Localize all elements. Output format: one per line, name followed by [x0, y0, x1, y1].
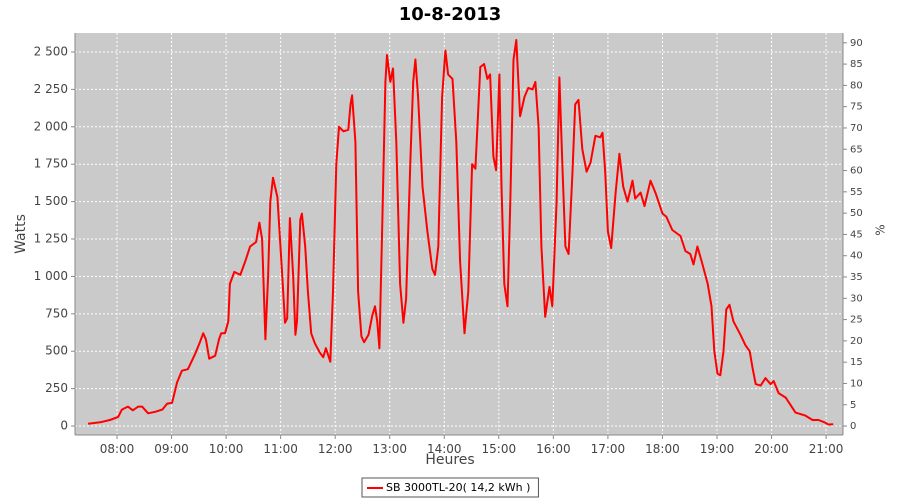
- y2-tick-label: 40: [850, 251, 863, 262]
- x-tick-label: 08:00: [100, 442, 135, 456]
- y2-tick-label: 70: [850, 123, 863, 134]
- y2-tick-label: 35: [850, 272, 863, 283]
- y2-tick-label: 20: [850, 336, 863, 347]
- y-tick-label: 1 000: [34, 269, 68, 283]
- y2-tick-label: 25: [850, 315, 863, 326]
- y-axis-label: Watts: [13, 214, 29, 254]
- x-tick-label: 21:00: [809, 442, 844, 456]
- y-tick-label: 250: [45, 381, 68, 395]
- y2-tick-label: 80: [850, 80, 863, 91]
- chart-title: 10-8-2013: [399, 4, 502, 25]
- y2-tick-label: 15: [850, 357, 863, 368]
- y-tick-label: 500: [45, 344, 68, 358]
- y-tick-label: 750: [45, 306, 68, 320]
- y2-tick-label: 5: [850, 400, 856, 411]
- y2-tick-label: 90: [850, 38, 863, 49]
- y2-tick-label: 10: [850, 378, 863, 389]
- legend-label: SB 3000TL-20( 14,2 kWh ): [386, 481, 530, 494]
- y2-tick-label: 50: [850, 208, 863, 219]
- y2-tick-label: 60: [850, 166, 863, 177]
- y-tick-label: 0: [60, 419, 68, 433]
- y-tick-label: 1 250: [34, 232, 68, 246]
- y2-tick-label: 55: [850, 187, 863, 198]
- x-tick-label: 17:00: [591, 442, 626, 456]
- x-tick-label: 18:00: [645, 442, 680, 456]
- x-tick-label: 20:00: [754, 442, 789, 456]
- x-axis-label: Heures: [425, 452, 474, 468]
- y2-tick-label: 75: [850, 102, 863, 113]
- series-line: [87, 39, 834, 426]
- x-tick-label: 10:00: [209, 442, 244, 456]
- y-tick-label: 1 500: [34, 194, 68, 208]
- x-tick-label: 14:00: [427, 442, 462, 456]
- y2-tick-label: 0: [850, 421, 856, 432]
- legend: [361, 477, 539, 498]
- y-tick-label: 1 750: [34, 157, 68, 171]
- x-tick-label: 12:00: [318, 442, 353, 456]
- y2-tick-label: 65: [850, 144, 863, 155]
- x-tick-label: 15:00: [482, 442, 517, 456]
- x-tick-label: 09:00: [154, 442, 189, 456]
- x-tick-label: 19:00: [700, 442, 735, 456]
- x-tick-label: 16:00: [536, 442, 571, 456]
- y2-tick-label: 45: [850, 229, 863, 240]
- y-tick-label: 2 500: [34, 45, 68, 59]
- y-tick-label: 2 000: [34, 119, 68, 133]
- x-tick-label: 11:00: [263, 442, 298, 456]
- y-tick-label: 2 250: [34, 82, 68, 96]
- y2-tick-label: 85: [850, 59, 863, 70]
- y2-axis-label: %: [874, 224, 888, 235]
- x-tick-label: 13:00: [372, 442, 407, 456]
- y2-tick-label: 30: [850, 293, 863, 304]
